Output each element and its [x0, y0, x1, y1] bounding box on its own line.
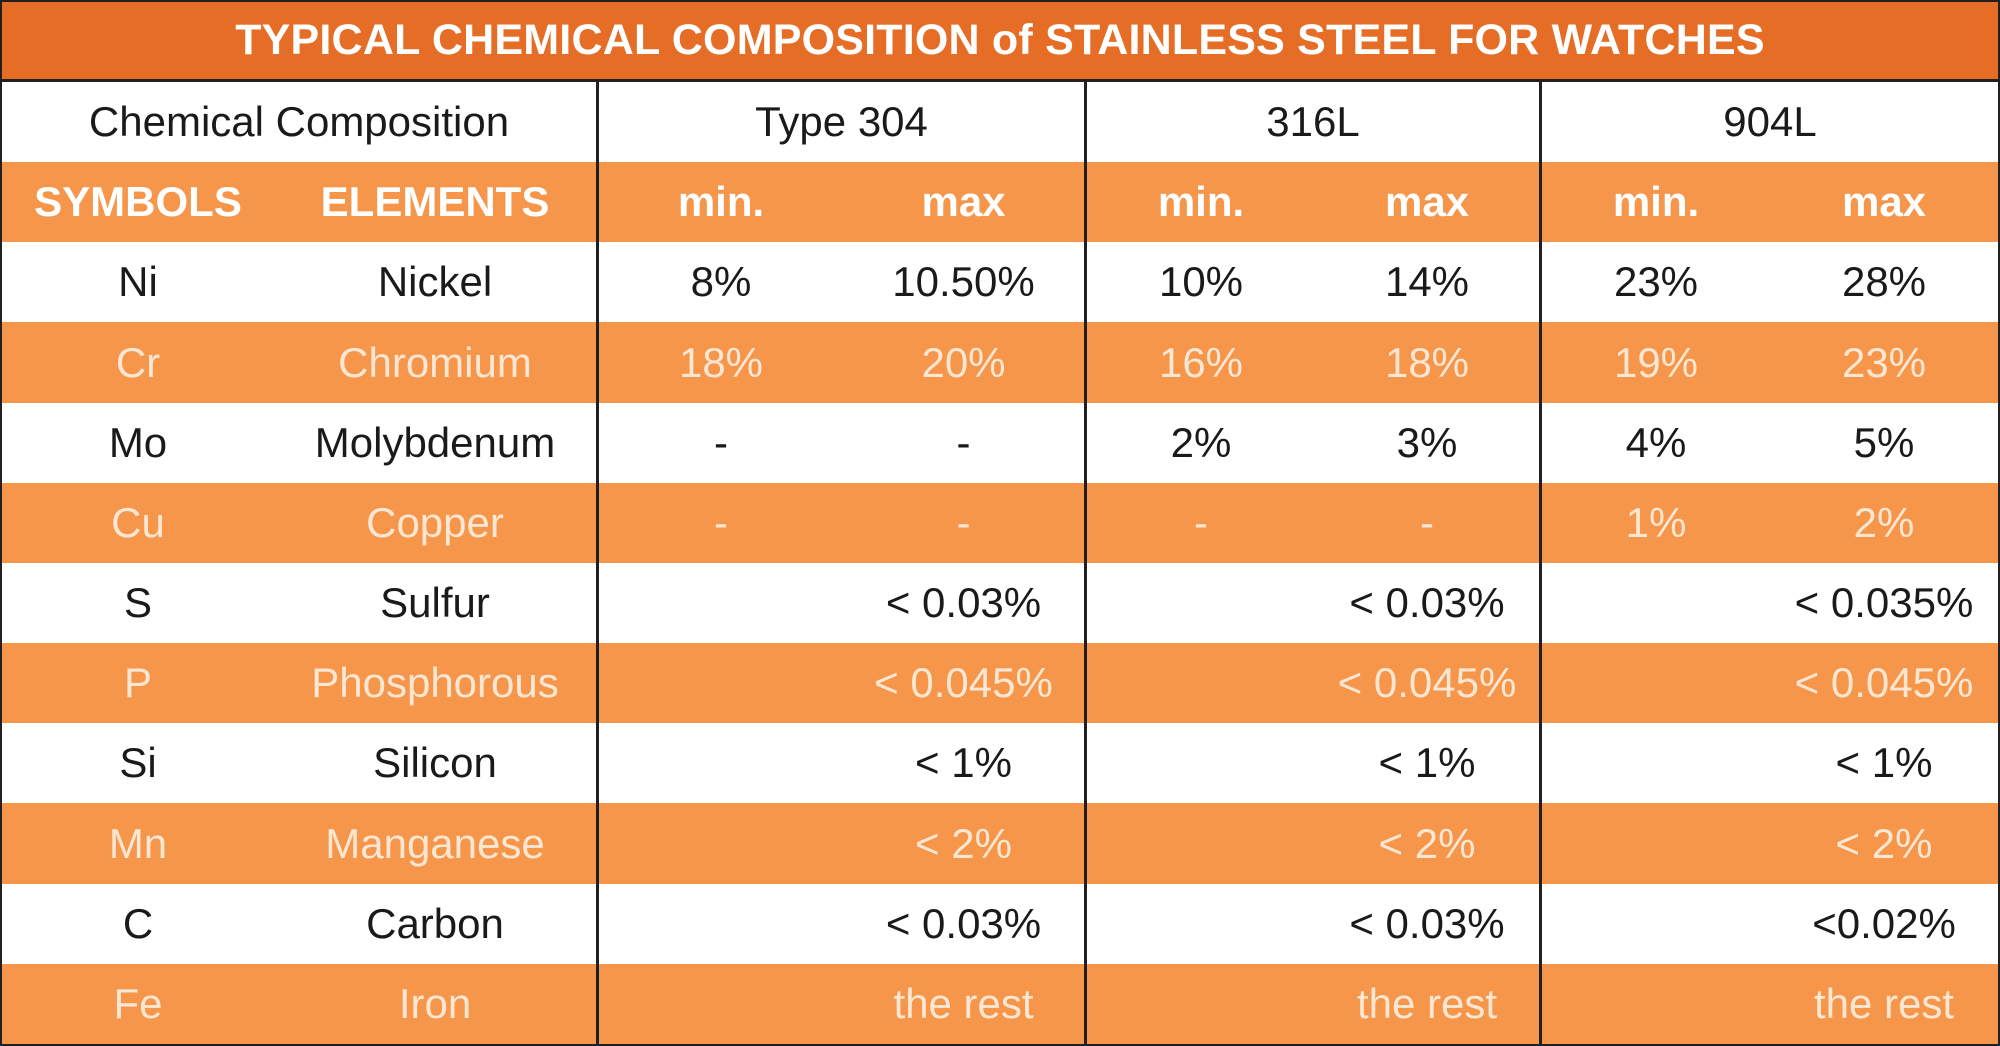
symbol-cell: S: [2, 562, 274, 644]
904l-max-cell: 2%: [1770, 482, 1998, 563]
904l-max-cell: <0.02%: [1770, 883, 1998, 964]
subheader-type304-max: max: [843, 162, 1087, 243]
type304-min-cell: 18%: [599, 322, 843, 403]
904l-max-cell: 23%: [1770, 322, 1998, 403]
symbol-cell: Mn: [2, 803, 274, 884]
element-cell: Carbon: [274, 883, 599, 964]
type304-max-cell: the rest: [843, 963, 1087, 1044]
header-904l: 904L: [1542, 82, 1998, 163]
type304-min-cell: [599, 562, 843, 644]
element-cell: Iron: [274, 963, 599, 1044]
316l-max-cell: < 1%: [1315, 723, 1542, 804]
316l-max-cell: < 2%: [1315, 803, 1542, 884]
type304-max-cell: 10.50%: [843, 242, 1087, 323]
904l-min-cell: [1542, 963, 1770, 1044]
type304-max-cell: < 0.03%: [843, 562, 1087, 644]
type304-min-cell: -: [599, 482, 843, 563]
symbol-cell: Cu: [2, 482, 274, 563]
element-cell: Copper: [274, 482, 599, 563]
subheader-type304-min: min.: [599, 162, 843, 243]
316l-min-cell: 16%: [1087, 322, 1315, 403]
symbol-cell: Ni: [2, 242, 274, 323]
element-cell: Nickel: [274, 242, 599, 323]
904l-min-cell: [1542, 723, 1770, 804]
composition-table: Chemical Composition Type 304 316L 904L …: [2, 82, 1998, 1044]
904l-max-cell: < 0.045%: [1770, 643, 1998, 724]
904l-max-cell: < 0.035%: [1770, 562, 1998, 644]
316l-max-cell: the rest: [1315, 963, 1542, 1044]
header-chemical-composition: Chemical Composition: [2, 82, 599, 163]
904l-min-cell: [1542, 883, 1770, 964]
316l-min-cell: [1087, 643, 1315, 724]
subheader-316l-max: max: [1315, 162, 1542, 243]
subheader-symbols: SYMBOLS: [2, 162, 274, 243]
type304-max-cell: < 0.03%: [843, 883, 1087, 964]
element-cell: Phosphorous: [274, 643, 599, 724]
904l-min-cell: 19%: [1542, 322, 1770, 403]
type304-min-cell: 8%: [599, 242, 843, 323]
904l-max-cell: < 1%: [1770, 723, 1998, 804]
subheader-904l-min: min.: [1542, 162, 1770, 243]
symbol-cell: C: [2, 883, 274, 964]
316l-min-cell: 10%: [1087, 242, 1315, 323]
316l-max-cell: 3%: [1315, 402, 1542, 483]
904l-max-cell: < 2%: [1770, 803, 1998, 884]
316l-min-cell: [1087, 883, 1315, 964]
symbol-cell: Fe: [2, 963, 274, 1044]
904l-max-cell: 28%: [1770, 242, 1998, 323]
symbol-cell: P: [2, 643, 274, 724]
type304-max-cell: 20%: [843, 322, 1087, 403]
316l-max-cell: 18%: [1315, 322, 1542, 403]
316l-max-cell: < 0.03%: [1315, 562, 1542, 644]
316l-max-cell: -: [1315, 482, 1542, 563]
type304-min-cell: -: [599, 402, 843, 483]
symbol-cell: Si: [2, 723, 274, 804]
type304-max-cell: -: [843, 482, 1087, 563]
316l-min-cell: [1087, 562, 1315, 644]
316l-min-cell: [1087, 723, 1315, 804]
904l-max-cell: the rest: [1770, 963, 1998, 1044]
904l-max-cell: 5%: [1770, 402, 1998, 483]
type304-max-cell: < 1%: [843, 723, 1087, 804]
904l-min-cell: [1542, 803, 1770, 884]
element-cell: Molybdenum: [274, 402, 599, 483]
subheader-elements: ELEMENTS: [274, 162, 599, 243]
element-cell: Manganese: [274, 803, 599, 884]
type304-min-cell: [599, 883, 843, 964]
316l-min-cell: -: [1087, 482, 1315, 563]
type304-max-cell: < 2%: [843, 803, 1087, 884]
316l-min-cell: 2%: [1087, 402, 1315, 483]
904l-min-cell: 1%: [1542, 482, 1770, 563]
element-cell: Chromium: [274, 322, 599, 403]
316l-min-cell: [1087, 963, 1315, 1044]
element-cell: Silicon: [274, 723, 599, 804]
type304-max-cell: -: [843, 402, 1087, 483]
type304-min-cell: [599, 963, 843, 1044]
904l-min-cell: [1542, 643, 1770, 724]
type304-max-cell: < 0.045%: [843, 643, 1087, 724]
element-cell: Sulfur: [274, 562, 599, 644]
symbol-cell: Mo: [2, 402, 274, 483]
type304-min-cell: [599, 643, 843, 724]
316l-max-cell: < 0.045%: [1315, 643, 1542, 724]
316l-min-cell: [1087, 803, 1315, 884]
subheader-316l-min: min.: [1087, 162, 1315, 243]
type304-min-cell: [599, 723, 843, 804]
type304-min-cell: [599, 803, 843, 884]
316l-max-cell: < 0.03%: [1315, 883, 1542, 964]
symbol-cell: Cr: [2, 322, 274, 403]
subheader-904l-max: max: [1770, 162, 1998, 243]
904l-min-cell: 23%: [1542, 242, 1770, 323]
316l-max-cell: 14%: [1315, 242, 1542, 323]
904l-min-cell: 4%: [1542, 402, 1770, 483]
header-type-304: Type 304: [599, 82, 1087, 163]
904l-min-cell: [1542, 562, 1770, 644]
header-316l: 316L: [1087, 82, 1542, 163]
table-title: TYPICAL CHEMICAL COMPOSITION of STAINLES…: [2, 2, 1998, 82]
